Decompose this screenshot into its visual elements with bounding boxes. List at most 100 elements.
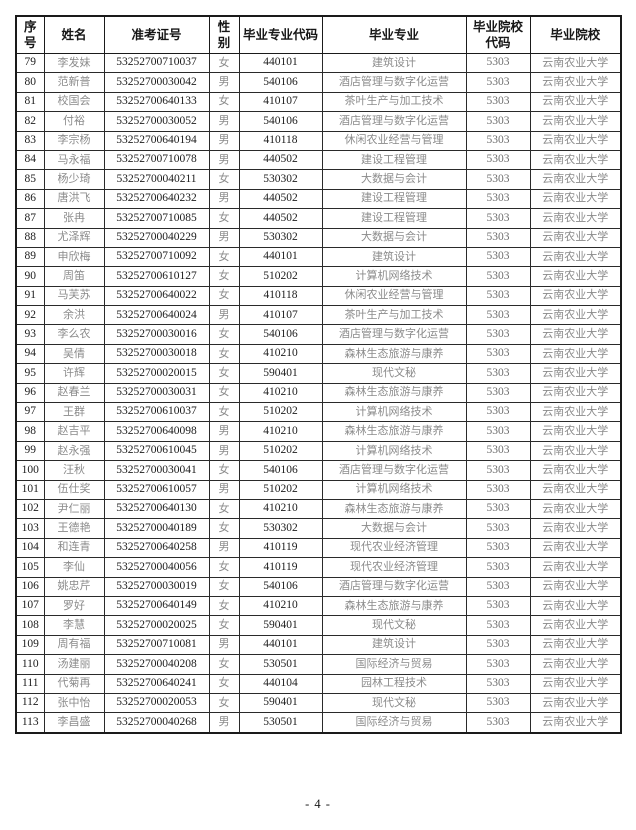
- cell-no: 85: [15, 169, 45, 190]
- cell-major-code: 410210: [238, 343, 323, 365]
- cell-school-code: 5303: [465, 421, 531, 442]
- cell-school: 云南农业大学: [529, 402, 622, 423]
- cell-school-code: 5303: [465, 111, 531, 132]
- page-number: - 4 -: [305, 797, 331, 811]
- cell-name: 许辉: [43, 363, 105, 384]
- cell-major: 森林生态旅游与康养: [321, 595, 467, 617]
- cell-school: 云南农业大学: [529, 324, 622, 345]
- cell-name: 尹仁丽: [43, 498, 105, 520]
- cell-gender: 女: [208, 363, 240, 384]
- cell-no: 91: [15, 285, 45, 307]
- cell-school-code: 5303: [465, 615, 531, 636]
- cell-exam-no: 53252700040208: [103, 654, 210, 675]
- column-header: 准考证号: [103, 15, 210, 54]
- cell-school-code: 5303: [465, 343, 531, 365]
- cell-major-code: 510202: [238, 402, 323, 423]
- cell-school-code: 5303: [465, 130, 531, 151]
- cell-major-code: 410210: [238, 382, 323, 404]
- cell-school: 云南农业大学: [529, 305, 622, 326]
- cell-gender: 男: [208, 227, 240, 248]
- cell-major-code: 440104: [238, 673, 323, 694]
- cell-school: 云南农业大学: [529, 673, 622, 694]
- cell-major-code: 530302: [238, 169, 323, 190]
- cell-major: 建设工程管理: [321, 149, 467, 171]
- cell-no: 94: [15, 343, 45, 365]
- cell-no: 104: [15, 537, 45, 559]
- cell-name: 赵春兰: [43, 382, 105, 404]
- cell-exam-no: 53252700020025: [103, 615, 210, 636]
- cell-gender: 女: [208, 208, 240, 229]
- cell-gender: 男: [208, 149, 240, 171]
- cell-no: 111: [15, 673, 45, 694]
- cell-major-code: 530501: [238, 654, 323, 675]
- cell-major-code: 530501: [238, 712, 323, 734]
- cell-gender: 女: [208, 402, 240, 423]
- cell-name: 马芙苏: [43, 285, 105, 307]
- table-row: 93 李么农 53252700030016 女 540106 酒店管理与数字化运营 5303…: [15, 324, 622, 345]
- cell-exam-no: 53252700040189: [103, 518, 210, 539]
- cell-exam-no: 53252700020015: [103, 363, 210, 384]
- cell-major-code: 410210: [238, 595, 323, 617]
- cell-gender: 男: [208, 634, 240, 656]
- cell-school-code: 5303: [465, 91, 531, 113]
- cell-school-code: 5303: [465, 498, 531, 520]
- cell-no: 101: [15, 479, 45, 500]
- cell-school-code: 5303: [465, 402, 531, 423]
- cell-school: 云南农业大学: [529, 72, 622, 93]
- cell-major-code: 410107: [238, 91, 323, 113]
- cell-school-code: 5303: [465, 518, 531, 539]
- cell-school: 云南农业大学: [529, 91, 622, 113]
- cell-gender: 女: [208, 52, 240, 74]
- cell-no: 79: [15, 52, 45, 74]
- cell-school-code: 5303: [465, 479, 531, 500]
- cell-school-code: 5303: [465, 72, 531, 93]
- cell-no: 89: [15, 246, 45, 268]
- cell-school: 云南农业大学: [529, 111, 622, 132]
- cell-major-code: 540106: [238, 111, 323, 132]
- cell-name: 杨少琦: [43, 169, 105, 190]
- cell-gender: 女: [208, 460, 240, 481]
- cell-name: 汤建丽: [43, 654, 105, 675]
- cell-school: 云南农业大学: [529, 595, 622, 617]
- cell-school: 云南农业大学: [529, 615, 622, 636]
- cell-school-code: 5303: [465, 208, 531, 229]
- cell-exam-no: 53252700040056: [103, 557, 210, 578]
- cell-name: 李发妹: [43, 52, 105, 74]
- cell-gender: 男: [208, 440, 240, 462]
- cell-school: 云南农业大学: [529, 169, 622, 190]
- cell-school-code: 5303: [465, 712, 531, 734]
- cell-exam-no: 53252700040211: [103, 169, 210, 190]
- cell-gender: 男: [208, 130, 240, 151]
- cell-major: 计算机网络技术: [321, 266, 467, 287]
- cell-gender: 女: [208, 169, 240, 190]
- cell-gender: 男: [208, 537, 240, 559]
- cell-name: 李慧: [43, 615, 105, 636]
- cell-name: 申欣梅: [43, 246, 105, 268]
- cell-exam-no: 53252700640258: [103, 537, 210, 559]
- cell-major-code: 410210: [238, 421, 323, 442]
- cell-gender: 女: [208, 595, 240, 617]
- cell-school: 云南农业大学: [529, 343, 622, 365]
- cell-name: 唐洪飞: [43, 188, 105, 210]
- table-row: 80 范新普 53252700030042 男 540106 酒店管理与数字化运营 5303…: [15, 72, 622, 93]
- cell-gender: 男: [208, 111, 240, 132]
- cell-school: 云南农业大学: [529, 130, 622, 151]
- cell-no: 98: [15, 421, 45, 442]
- cell-school-code: 5303: [465, 673, 531, 694]
- cell-school: 云南农业大学: [529, 440, 622, 462]
- cell-exam-no: 53252700030041: [103, 460, 210, 481]
- cell-major: 现代文秘: [321, 692, 467, 714]
- table-body: 79 李发妹 53252700710037 女 440101 建筑设计 5303 云南农业大学…: [15, 52, 622, 734]
- table-row: 91 马芙苏 53252700640022 女 410118 休闲农业经营与管理 5303 云…: [15, 285, 622, 307]
- cell-school: 云南农业大学: [529, 363, 622, 384]
- cell-gender: 女: [208, 518, 240, 539]
- cell-name: 马永福: [43, 149, 105, 171]
- cell-school-code: 5303: [465, 169, 531, 190]
- table-row: 88 尤泽辉 53252700040229 男 530302 大数据与会计 5303 云南农业…: [15, 227, 622, 248]
- cell-gender: 女: [208, 382, 240, 404]
- cell-name: 汪秋: [43, 460, 105, 481]
- column-header: 毕业专业: [321, 15, 467, 54]
- cell-major: 计算机网络技术: [321, 479, 467, 500]
- cell-major-code: 590401: [238, 615, 323, 636]
- cell-no: 113: [15, 712, 45, 734]
